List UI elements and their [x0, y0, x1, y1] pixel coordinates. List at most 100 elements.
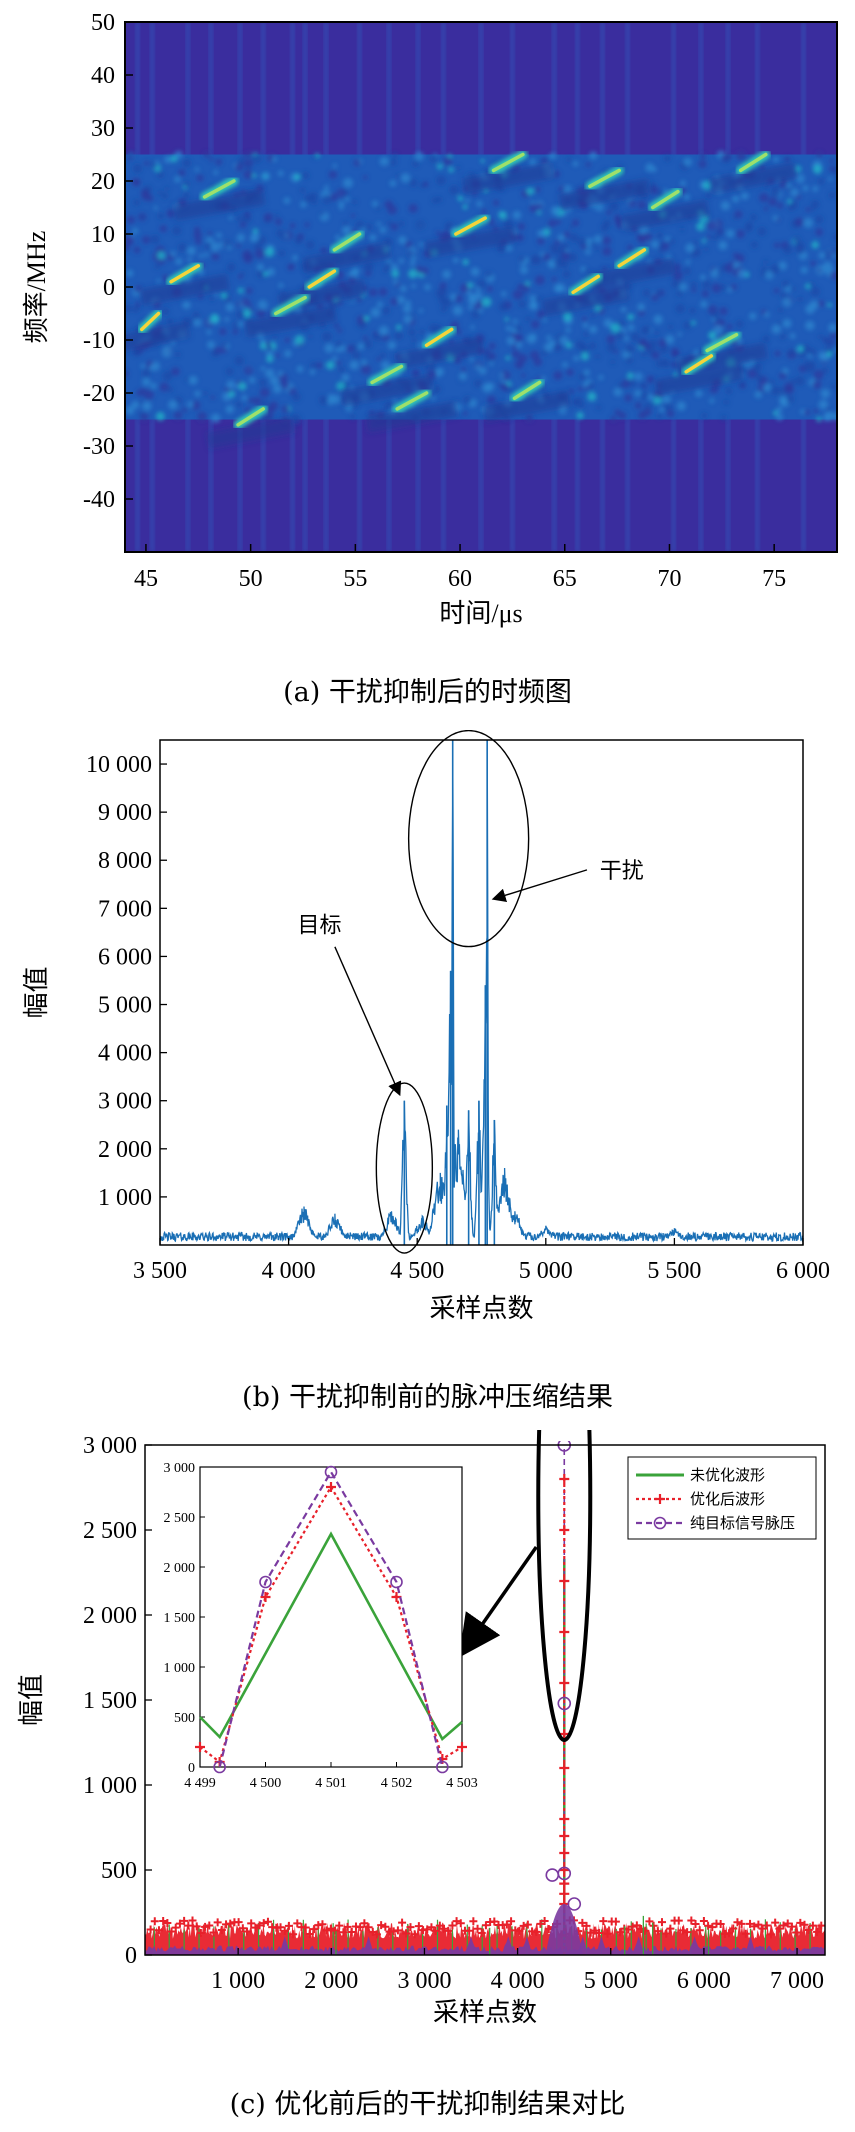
noise-speck — [252, 173, 257, 178]
x-tick-label: 2 000 — [304, 1968, 358, 1994]
optimized-marker — [435, 1921, 444, 1930]
noise-speck — [409, 261, 416, 267]
chart-c: 1 000 2 000 3 000 4 000 5 000 6 000 7 000 3 000… — [17, 1430, 826, 2027]
noise-speck — [740, 191, 749, 200]
chirp-core — [571, 274, 601, 295]
noise-speck — [376, 301, 383, 308]
noise-speck — [350, 413, 356, 420]
noise-speck — [671, 361, 678, 368]
optimized-marker — [578, 1918, 587, 1927]
noise-speck — [779, 333, 786, 340]
noise-speck — [308, 334, 313, 339]
noise-speck — [448, 166, 454, 173]
optimized-marker — [402, 1929, 411, 1938]
noise-speck — [721, 415, 727, 421]
optimized-marker — [737, 1919, 746, 1928]
noise-speck — [351, 213, 356, 218]
noise-speck — [675, 304, 685, 314]
noise-speck — [166, 208, 176, 218]
noise-speck — [326, 397, 335, 406]
panel-b: 3 500 4 000 4 500 5 000 5 500 6 000 10 000 9 00… — [0, 730, 855, 1413]
noise-speck — [136, 390, 142, 396]
noise-speck — [396, 173, 401, 178]
noise-speck — [376, 356, 382, 362]
optimized-marker — [502, 1920, 511, 1929]
noise-speck — [613, 387, 623, 397]
noise-speck — [776, 406, 783, 413]
caption-a: (a) 干扰抑制后的时频图 — [283, 677, 572, 708]
noise-speck — [516, 234, 524, 242]
noise-speck — [412, 160, 419, 168]
noise-speck — [677, 332, 682, 337]
y-tick-label: 1 000 — [98, 1185, 152, 1211]
noise-speck — [583, 332, 589, 338]
noise-speck — [656, 232, 663, 239]
noise-speck — [320, 246, 328, 254]
noise-speck — [784, 156, 791, 163]
noise-speck — [338, 200, 345, 208]
chirp-core — [395, 391, 429, 411]
noise-speck — [382, 266, 389, 273]
noise-speck — [281, 405, 290, 414]
noise-speck — [609, 201, 619, 212]
chirp-core — [491, 152, 525, 173]
noise-speck — [797, 296, 803, 302]
noise-speck — [244, 365, 253, 375]
noise-speck — [356, 315, 366, 325]
noise-speck — [812, 380, 822, 389]
noise-speck — [683, 157, 692, 167]
noise-speck — [826, 351, 833, 357]
x-tick-label: 4 500 — [390, 1258, 444, 1284]
noise-speck — [138, 400, 144, 405]
noise-speck — [228, 390, 236, 398]
noise-speck — [370, 307, 381, 318]
noise-speck — [782, 318, 792, 328]
noise-speck — [277, 170, 284, 177]
optimized-peak-marker — [559, 1814, 570, 1824]
noise-speck — [342, 225, 352, 236]
optimized-marker — [318, 1920, 327, 1929]
noise-speck — [805, 320, 815, 331]
noise-speck — [414, 151, 424, 161]
noise-speck — [243, 253, 253, 264]
noise-speck — [361, 359, 367, 366]
noise-speck — [443, 156, 453, 166]
noise-speck — [578, 373, 587, 381]
chirp-core — [140, 311, 161, 332]
noise-speck — [341, 373, 350, 382]
noise-speck — [237, 287, 244, 294]
noise-speck — [338, 366, 345, 373]
optimized-marker — [423, 1925, 432, 1934]
noise-speck — [771, 324, 782, 334]
optimized-marker — [234, 1918, 243, 1927]
noise-speck — [771, 189, 781, 198]
noise-speck — [468, 293, 476, 301]
noise-speck — [415, 220, 426, 230]
noise-speck — [796, 345, 804, 353]
noise-speck — [818, 251, 826, 259]
noise-speck — [711, 283, 722, 293]
noise-speck — [380, 352, 386, 358]
noise-speck — [445, 224, 452, 232]
noise-speck — [325, 360, 335, 370]
noise-speck — [392, 397, 397, 403]
noise-speck — [423, 181, 429, 187]
optimized-marker — [192, 1922, 201, 1931]
noise-speck — [794, 376, 805, 386]
y-axis-label: 频率/MHz — [22, 231, 51, 344]
legend-marker — [653, 1516, 667, 1530]
noise-speck — [704, 247, 709, 252]
optimized-marker — [184, 1921, 193, 1930]
noise-speck — [589, 151, 598, 160]
noise-speck — [818, 334, 823, 340]
inset-x-tick-label: 4 501 — [315, 1776, 347, 1791]
noise-speck — [243, 169, 253, 180]
y-tick-label: -10 — [83, 328, 115, 354]
noise-speck — [126, 151, 134, 159]
chirp-core — [169, 264, 201, 284]
noise-speck — [701, 290, 709, 298]
noise-speck — [740, 383, 746, 389]
noise-speck — [776, 386, 787, 397]
chirp-core — [705, 332, 739, 353]
noise-speck — [210, 313, 220, 324]
